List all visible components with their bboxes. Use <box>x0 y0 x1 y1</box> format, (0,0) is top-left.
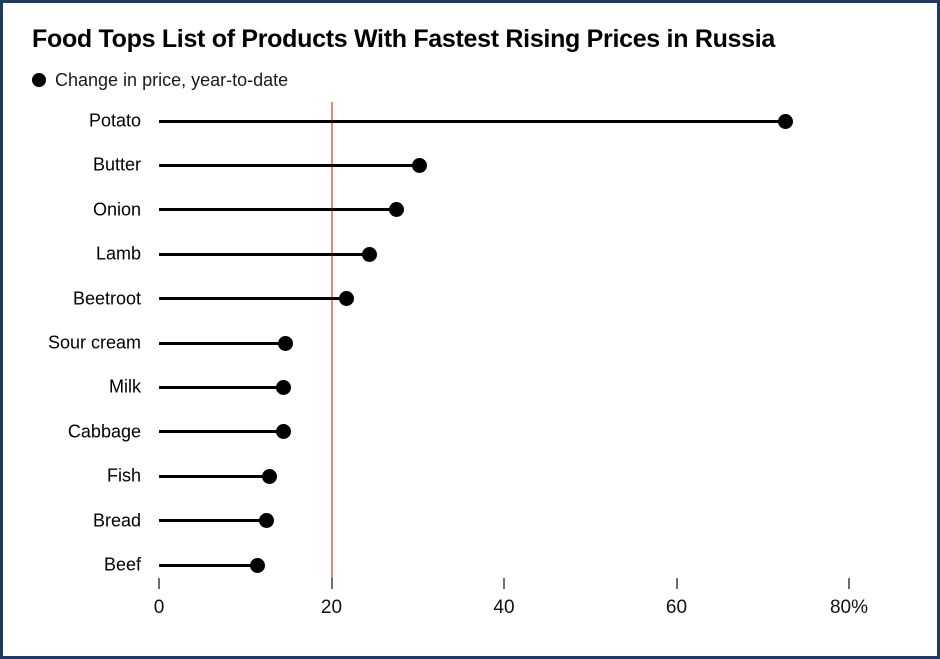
x-axis-tick <box>330 578 333 589</box>
legend-dot-icon <box>32 73 46 87</box>
x-axis-tick-label: 40 <box>493 597 515 618</box>
category-label: Butter <box>92 154 141 175</box>
lollipop-dot <box>259 513 275 529</box>
lollipop-dot <box>777 113 793 129</box>
lollipop-stem <box>159 163 420 167</box>
x-axis-tick <box>158 578 160 589</box>
lollipop-dot <box>338 291 354 307</box>
lollipop-dot <box>275 379 291 395</box>
category-label: Sour cream <box>47 332 141 353</box>
reference-line <box>330 102 333 578</box>
lollipop-stem <box>159 519 267 523</box>
lollipop-dot <box>275 424 291 440</box>
category-label: Beetroot <box>72 288 141 309</box>
lollipop-stem <box>159 208 397 212</box>
legend-label: Change in price, year-to-date <box>55 69 289 90</box>
lollipop-dot <box>361 246 377 262</box>
legend: Change in price, year-to-date <box>32 69 288 91</box>
x-axis-tick-label: 60 <box>665 597 688 618</box>
category-label: Lamb <box>95 243 141 264</box>
lollipop-dot <box>261 468 277 484</box>
category-label: Bread <box>92 510 141 531</box>
category-label: Cabbage <box>67 421 141 442</box>
lollipop-stem <box>159 563 258 567</box>
category-label: Milk <box>109 376 141 397</box>
category-label: Potato <box>88 110 141 131</box>
lollipop-dot <box>388 202 404 218</box>
lollipop-stem <box>159 430 284 434</box>
lollipop-stem <box>159 385 284 389</box>
lollipop-stem <box>159 252 370 256</box>
category-label: Fish <box>106 465 141 486</box>
plot-area: Potato Butter Onion Lamb Beetroot Sour cream M… <box>3 3 937 656</box>
lollipop-stem <box>159 474 270 478</box>
x-axis-tick <box>503 578 505 589</box>
x-axis-tick-label: 80% <box>829 597 869 618</box>
lollipop-stem <box>159 297 347 301</box>
lollipop-dot <box>411 157 427 173</box>
lollipop-dot <box>278 335 294 351</box>
category-label: Beef <box>103 554 141 575</box>
lollipop-stem <box>159 341 286 345</box>
chart-title: Food Tops List of Products With Fastest … <box>32 25 776 53</box>
lollipop-stem <box>159 119 786 123</box>
lollipop-dot <box>249 557 265 573</box>
x-axis-tick <box>848 578 850 589</box>
category-label: Onion <box>92 199 141 220</box>
x-axis-tick-label: 20 <box>320 597 343 618</box>
x-axis-tick-label: 0 <box>153 597 165 618</box>
x-axis-tick <box>675 578 678 589</box>
